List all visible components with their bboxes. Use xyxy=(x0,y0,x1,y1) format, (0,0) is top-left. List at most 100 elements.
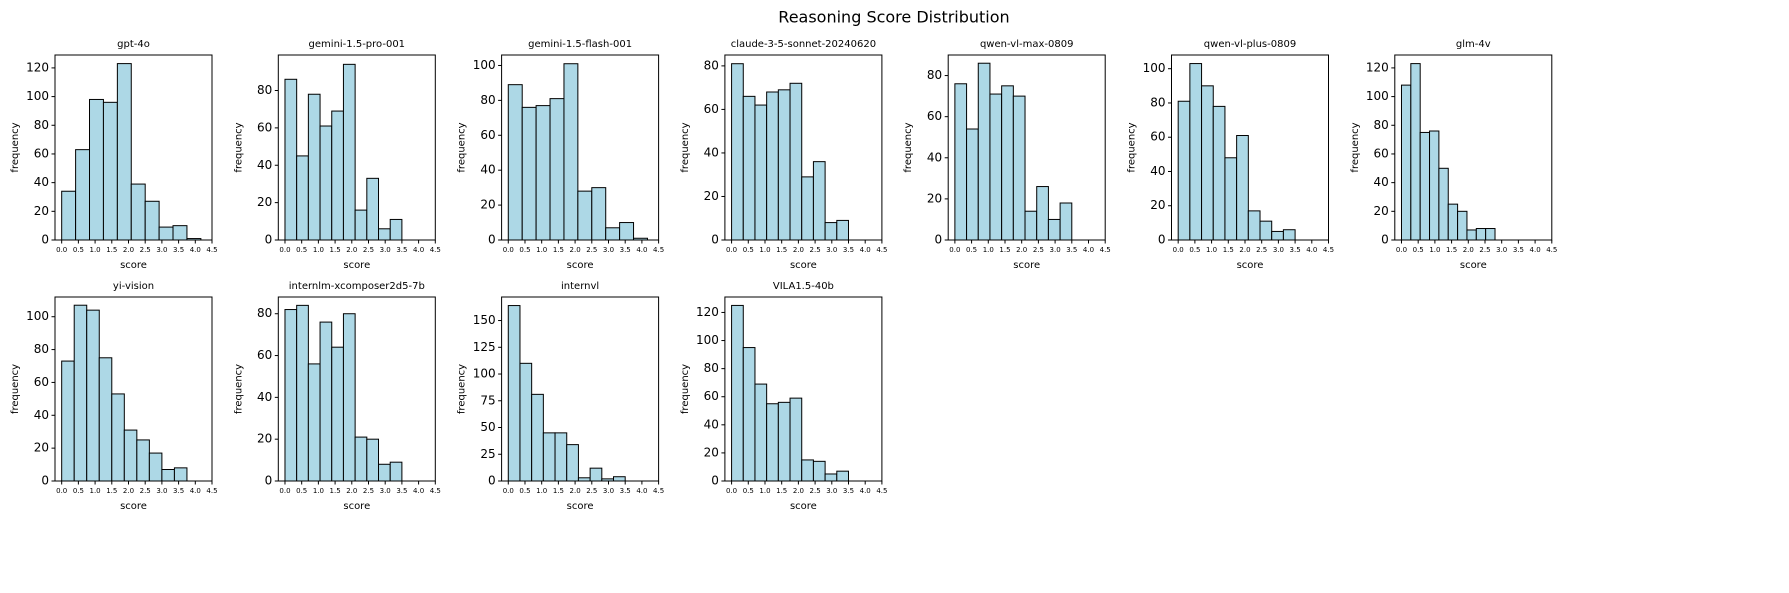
y-tick-label: 40 xyxy=(927,150,942,164)
bar xyxy=(1259,220,1273,241)
y-tick-label: 80 xyxy=(704,361,719,375)
x-tick-label: 1.5 xyxy=(106,246,117,254)
axes-frame xyxy=(501,296,660,482)
y-tick-label: 60 xyxy=(34,375,49,389)
y-tick-label: 125 xyxy=(473,340,496,354)
x-tick-label: 3.5 xyxy=(173,487,184,495)
bar xyxy=(1001,85,1014,241)
y-tick-label: 100 xyxy=(26,309,49,323)
x-tick-label: 1.5 xyxy=(776,487,787,495)
bar xyxy=(613,476,626,482)
bar xyxy=(824,222,838,241)
y-tick-label: 60 xyxy=(257,120,272,134)
y-tick-label: 0 xyxy=(1158,233,1166,247)
x-tick-label: 3.0 xyxy=(603,487,614,495)
y-tick-label: 20 xyxy=(257,432,272,446)
bar xyxy=(521,106,537,241)
y-axis-label: frequency xyxy=(457,364,468,414)
axes-frame xyxy=(724,54,883,241)
x-tick-label: 0.0 xyxy=(56,246,67,254)
x-tick-label: 3.0 xyxy=(380,487,391,495)
y-tick-label: 80 xyxy=(1374,118,1389,132)
y-tick-label: 40 xyxy=(34,408,49,422)
bar xyxy=(549,98,565,241)
x-tick-label: 2.5 xyxy=(810,487,821,495)
x-tick-label: 2.0 xyxy=(123,487,134,495)
x-tick-label: 4.0 xyxy=(413,246,424,254)
bar xyxy=(296,304,309,482)
y-tick-label: 60 xyxy=(34,146,49,160)
y-tick-label: 80 xyxy=(927,68,942,82)
x-tick-label: 4.0 xyxy=(190,246,201,254)
bar xyxy=(1047,218,1061,241)
x-tick-label: 4.0 xyxy=(860,487,871,495)
bar xyxy=(1485,228,1496,241)
subplot-title: VILA1.5-40b xyxy=(773,281,834,292)
bar xyxy=(836,470,849,482)
bar xyxy=(812,161,826,241)
x-tick-label: 0.5 xyxy=(73,487,84,495)
x-axis-label: score xyxy=(1013,260,1040,271)
bar xyxy=(319,321,333,482)
x-tick-label: 0.5 xyxy=(966,246,977,254)
y-tick-label: 0 xyxy=(41,474,49,488)
x-tick-label: 1.0 xyxy=(1429,246,1440,254)
x-tick-label: 2.5 xyxy=(363,487,374,495)
bar xyxy=(754,104,768,241)
x-tick-label: 4.5 xyxy=(206,246,217,254)
y-tick-label: 20 xyxy=(257,195,272,209)
x-tick-label: 2.5 xyxy=(1479,246,1490,254)
y-tick-label: 40 xyxy=(257,390,272,404)
bar xyxy=(754,383,768,482)
x-tick-label: 1.5 xyxy=(330,487,341,495)
x-tick-label: 2.5 xyxy=(363,246,374,254)
axes-frame xyxy=(501,54,660,241)
y-tick-label: 80 xyxy=(480,93,495,107)
bar xyxy=(130,183,146,241)
y-tick-label: 80 xyxy=(257,83,272,97)
x-tick-label: 3.5 xyxy=(1290,246,1301,254)
subplot-title: claude-3-5-sonnet-20240620 xyxy=(731,39,876,50)
x-tick-label: 4.0 xyxy=(413,487,424,495)
x-tick-label: 0.5 xyxy=(743,487,754,495)
y-tick-label: 0 xyxy=(935,233,943,247)
y-tick-label: 40 xyxy=(704,417,719,431)
bar xyxy=(1059,202,1073,241)
x-tick-label: 2.0 xyxy=(1463,246,1474,254)
x-tick-label: 1.0 xyxy=(536,246,547,254)
y-tick-label: 40 xyxy=(480,163,495,177)
x-tick-label: 4.5 xyxy=(430,246,441,254)
bar xyxy=(1400,84,1412,241)
bar xyxy=(766,403,779,482)
x-tick-label: 4.5 xyxy=(653,246,664,254)
x-tick-label: 1.0 xyxy=(759,246,770,254)
bar xyxy=(1012,95,1026,241)
y-tick-label: 150 xyxy=(473,313,496,327)
axes-frame xyxy=(54,54,213,241)
subplot-title: internlm-xcomposer2d5-7b xyxy=(289,281,425,292)
x-tick-label: 0.0 xyxy=(1173,246,1184,254)
bar xyxy=(1457,210,1468,241)
bar xyxy=(158,226,174,241)
y-tick-label: 0 xyxy=(41,233,49,247)
y-tick-label: 0 xyxy=(711,474,719,488)
figure-title: Reasoning Score Distribution xyxy=(778,8,1009,27)
bar xyxy=(98,357,113,482)
y-tick-label: 100 xyxy=(1143,61,1166,75)
y-tick-label: 40 xyxy=(257,158,272,172)
x-tick-label: 0.0 xyxy=(56,487,67,495)
bar xyxy=(577,190,593,241)
x-tick-label: 1.0 xyxy=(536,487,547,495)
x-tick-label: 1.0 xyxy=(90,487,101,495)
bar xyxy=(366,177,380,241)
bar xyxy=(777,89,791,241)
x-tick-label: 0.5 xyxy=(519,246,530,254)
x-tick-label: 3.5 xyxy=(843,487,854,495)
y-tick-label: 60 xyxy=(1150,130,1165,144)
bar xyxy=(354,436,368,482)
y-tick-label: 60 xyxy=(704,389,719,403)
bar xyxy=(989,93,1003,241)
x-tick-label: 2.0 xyxy=(346,246,357,254)
y-tick-label: 40 xyxy=(1150,164,1165,178)
x-tick-label: 3.0 xyxy=(156,487,167,495)
